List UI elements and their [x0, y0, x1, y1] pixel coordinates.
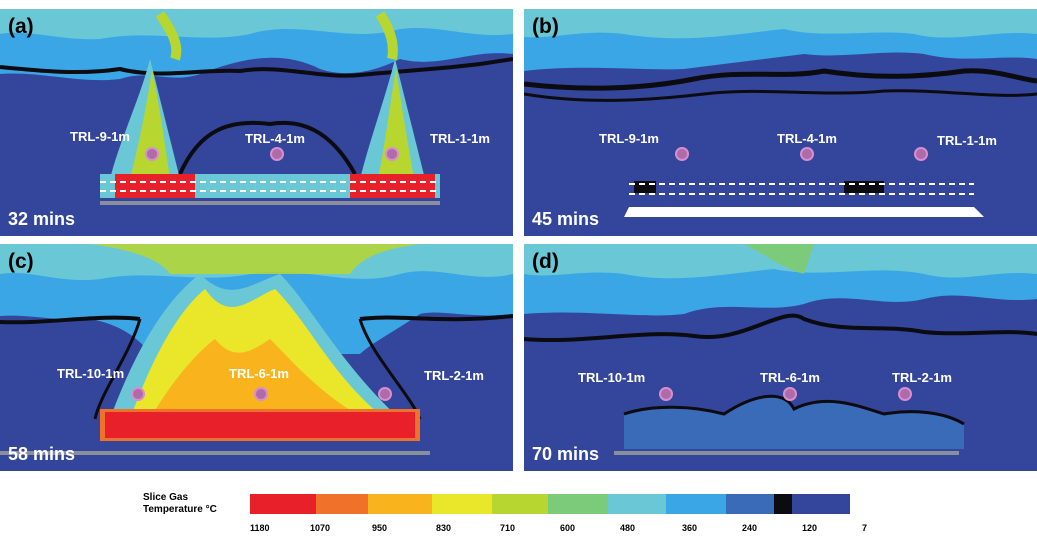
colorbar-tick-label: 600	[560, 523, 576, 533]
panel-label: (d)	[532, 250, 559, 273]
colorbar-tick-label: 1070	[310, 523, 331, 533]
colorbar-tick-label: 710	[500, 523, 516, 533]
panel-label: (b)	[532, 15, 559, 38]
colorbar-swatch	[608, 494, 666, 514]
probe-marker	[783, 387, 797, 401]
colorbar-title-line1: Slice Gas	[143, 492, 189, 503]
probe-marker	[675, 147, 689, 161]
colorbar-swatch	[492, 494, 548, 514]
probe-label: TRL-2-1m	[424, 368, 484, 383]
probe-marker	[270, 147, 284, 161]
colorbar-swatch	[774, 494, 792, 514]
colorbar-swatch	[666, 494, 726, 514]
panel-d: (d) 70 mins TRL-10-1m TRL-6-1m TRL-2-1m	[524, 244, 1037, 471]
probe-label: TRL-2-1m	[892, 370, 952, 385]
probe-label: TRL-4-1m	[777, 131, 837, 146]
probe-label: TRL-10-1m	[578, 370, 646, 385]
temperature-slice-c	[0, 244, 513, 471]
probe-label: TRL-6-1m	[760, 370, 820, 385]
panel-label: (c)	[8, 250, 34, 273]
colorbar-swatch	[250, 494, 316, 514]
probe-marker	[254, 387, 268, 401]
probe-marker	[145, 147, 159, 161]
colorbar-ticks: 1180 1070 950 830 710 600 480 360 240 120 7	[230, 523, 870, 535]
probe-label: TRL-1-1m	[937, 133, 997, 148]
panel-a: (a) 32 mins TRL-9-1m TRL-4-1m TRL-1-1m	[0, 9, 513, 236]
probe-marker	[898, 387, 912, 401]
colorbar-swatch	[548, 494, 608, 514]
probe-label: TRL-1-1m	[430, 131, 490, 146]
colorbar-swatch	[432, 494, 492, 514]
colorbar-swatch	[792, 494, 850, 514]
colorbar-tick-label: 240	[742, 523, 758, 533]
colorbar-tick-label: 950	[372, 523, 388, 533]
probe-marker	[659, 387, 673, 401]
colorbar-tick-label: 360	[682, 523, 698, 533]
probe-label: TRL-9-1m	[70, 129, 130, 144]
colorbar-tick-label: 830	[436, 523, 452, 533]
colorbar	[250, 494, 850, 514]
time-label: 45 mins	[532, 209, 600, 229]
temperature-slice-a	[0, 9, 513, 236]
time-label: 58 mins	[8, 444, 76, 464]
probe-marker	[378, 387, 392, 401]
time-label: 70 mins	[532, 444, 600, 464]
colorbar-title-line2: Temperature °C	[143, 504, 217, 515]
probe-marker	[131, 387, 145, 401]
temperature-slice-d	[524, 244, 1037, 471]
colorbar-title: Slice Gas Temperature °C	[143, 492, 217, 516]
time-label: 32 mins	[8, 209, 76, 229]
colorbar-tick-label: 120	[802, 523, 818, 533]
panel-label: (a)	[8, 15, 34, 38]
colorbar-tick-label: 480	[620, 523, 636, 533]
colorbar-swatch	[726, 494, 774, 514]
colorbar-tick-label: 1180	[250, 523, 270, 533]
colorbar-swatch	[316, 494, 368, 514]
probe-label: TRL-4-1m	[245, 131, 305, 146]
panel-c: (c) 58 mins TRL-10-1m TRL-6-1m TRL-2-1m	[0, 244, 513, 471]
probe-marker	[385, 147, 399, 161]
probe-label: TRL-9-1m	[599, 131, 659, 146]
probe-marker	[800, 147, 814, 161]
probe-label: TRL-10-1m	[57, 366, 125, 381]
colorbar-tick-label: 7	[862, 523, 868, 533]
temperature-slice-b	[524, 9, 1037, 236]
colorbar-swatch	[368, 494, 432, 514]
panel-b: (b) 45 mins TRL-9-1m TRL-4-1m TRL-1-1m	[524, 9, 1037, 236]
probe-marker	[914, 147, 928, 161]
probe-label: TRL-6-1m	[229, 366, 289, 381]
